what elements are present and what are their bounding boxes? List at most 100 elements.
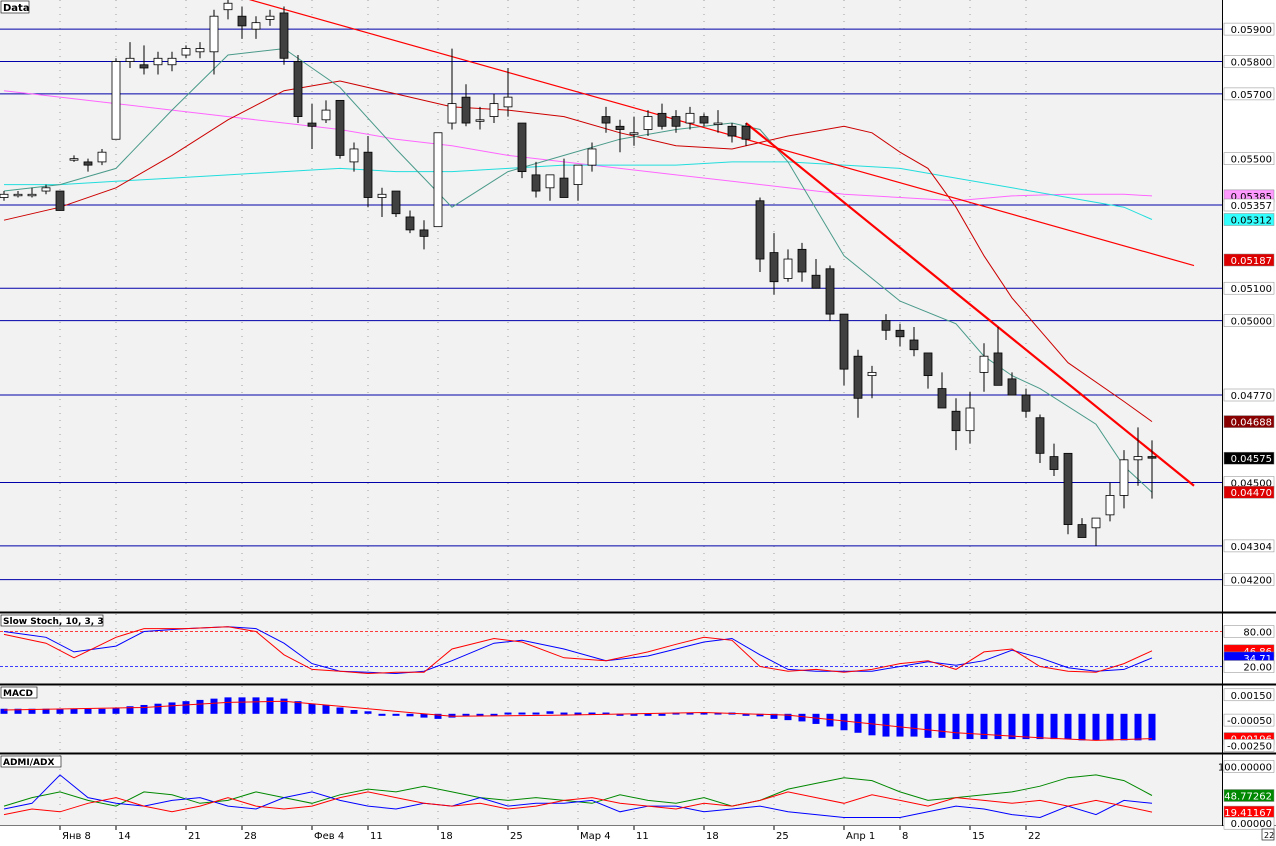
candle xyxy=(713,110,723,133)
macd-hist-bar xyxy=(28,708,36,714)
macd-hist-bar xyxy=(490,713,498,716)
candle-body-bull xyxy=(223,2,233,11)
candle-body-bear xyxy=(937,388,947,409)
macd-hist-bar xyxy=(1148,713,1156,741)
candle xyxy=(769,233,779,295)
macd-hist-bar xyxy=(462,713,470,716)
price-axis-label-bg xyxy=(1223,213,1275,226)
macd-hist-bar xyxy=(714,712,722,715)
candle-body-bear xyxy=(1063,452,1073,525)
macd-hist-bar xyxy=(238,697,246,714)
candle xyxy=(1049,443,1059,476)
candle-body-bull xyxy=(447,103,457,124)
macd-title-bg xyxy=(0,686,38,699)
candle xyxy=(1133,427,1143,486)
price-axis-label: 0.05700 xyxy=(1231,90,1272,101)
macd-hist-bar xyxy=(336,707,344,714)
macd-hist-bar xyxy=(700,712,708,715)
candle-body-bull xyxy=(1105,495,1115,516)
candle xyxy=(839,313,849,386)
stoch-axis-label: 80.00 xyxy=(1243,628,1272,639)
candle xyxy=(895,323,905,347)
macd-hist-bar xyxy=(938,713,946,738)
candle xyxy=(1119,450,1129,509)
price-axis-label: 0.04688 xyxy=(1231,418,1272,429)
macd-hist-bar xyxy=(322,704,330,714)
macd-hist-bar xyxy=(588,712,596,715)
candle xyxy=(559,158,569,198)
candle xyxy=(657,103,667,130)
candle xyxy=(601,106,611,133)
candle-body-bear xyxy=(139,64,149,69)
candle xyxy=(461,84,471,127)
candle xyxy=(349,142,359,172)
candle xyxy=(1007,372,1017,396)
candle-body-bull xyxy=(587,148,597,166)
admi-pane-title: ADMI/ADX xyxy=(3,758,54,768)
candle xyxy=(377,187,387,217)
candle xyxy=(195,42,205,59)
candle-body-bear xyxy=(699,116,709,124)
price-axis-label-bg xyxy=(1223,539,1275,553)
candle xyxy=(307,103,317,149)
candle-body-bull xyxy=(321,109,331,121)
candle-body-bear xyxy=(55,190,65,211)
price-pane-title: Data xyxy=(3,3,30,14)
macd-hist-bar xyxy=(126,706,134,714)
candle-body-bull xyxy=(433,132,443,228)
candle-body-bear xyxy=(293,61,303,117)
candle xyxy=(671,110,681,133)
candle-body-bull xyxy=(965,407,975,432)
candle xyxy=(531,161,541,198)
macd-hist-bar xyxy=(140,704,148,714)
candle xyxy=(265,9,275,26)
candle-body-bull xyxy=(1133,456,1143,461)
macd-hist-bar xyxy=(168,702,176,714)
stoch-k-line xyxy=(3,626,1153,675)
macd-hist-bar xyxy=(784,713,792,721)
x-tick-label: 21 xyxy=(188,831,201,842)
candle xyxy=(699,113,709,127)
price-axis-label: 0.04304 xyxy=(1231,542,1272,553)
candle-body-bear xyxy=(769,252,779,283)
price-title-bg xyxy=(0,0,30,14)
macd-signal-line xyxy=(3,700,1153,741)
candle-body-bear xyxy=(335,99,345,156)
macd-hist-bar xyxy=(448,713,456,718)
macd-hist-bar xyxy=(896,713,904,737)
macd-hist-bar xyxy=(798,713,806,722)
macd-hist-bar xyxy=(574,712,582,715)
price-axis-label: 0.05187 xyxy=(1231,256,1272,267)
candle xyxy=(97,148,107,166)
candle-body-bear xyxy=(1049,456,1059,470)
candle xyxy=(923,352,933,389)
macd-hist-bar xyxy=(476,713,484,716)
stoch-axis-label-bg xyxy=(1223,660,1275,673)
macd-hist-bar xyxy=(980,713,988,740)
candle-body-bull xyxy=(629,132,639,135)
candle xyxy=(867,365,877,399)
macd-hist-bar xyxy=(910,713,918,737)
candle-body-bear xyxy=(419,229,429,237)
x-tick-label: 28 xyxy=(244,831,257,842)
candle xyxy=(1063,452,1073,535)
candle xyxy=(755,197,765,272)
x-tick-label: 18 xyxy=(440,831,453,842)
candle-body-bull xyxy=(125,57,135,62)
candle-body-bear xyxy=(853,355,863,399)
candle xyxy=(27,187,37,198)
candle-body-bull xyxy=(643,116,653,130)
candle xyxy=(853,349,863,418)
macd-axis-label: -0.00250 xyxy=(1227,741,1272,752)
ma-red-line xyxy=(3,80,1153,423)
macd-hist-bar xyxy=(644,713,652,716)
price-axis-label: 0.05385 xyxy=(1231,192,1272,203)
macd-hist-bar xyxy=(840,713,848,731)
macd-hist-bar xyxy=(210,698,218,714)
macd-hist-bar xyxy=(518,712,526,715)
candle-body-bull xyxy=(195,48,205,53)
macd-hist-bar xyxy=(1134,713,1142,741)
price-axis-label-bg xyxy=(1223,415,1275,428)
